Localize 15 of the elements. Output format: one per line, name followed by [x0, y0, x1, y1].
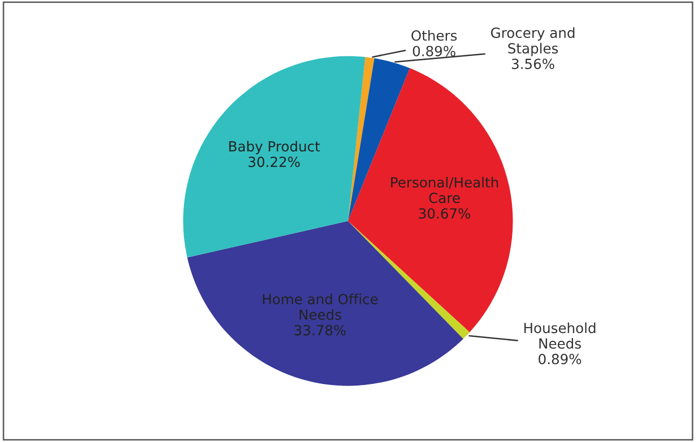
slice-label: Others: [411, 30, 457, 41]
data-label: 30.67%: [419, 208, 470, 219]
data-label: 30.22%: [248, 156, 300, 168]
slice-label: Household Needs: [524, 322, 596, 349]
data-label: 33.78%: [294, 324, 346, 336]
slice-label: Home and Office Needs: [263, 294, 378, 320]
slice-label: Personal/Health Care: [391, 176, 498, 204]
pie-slice: [348, 57, 374, 221]
data-label: 3.56%: [512, 58, 554, 70]
pie-slice: [187, 221, 464, 386]
data-label: 0.89%: [412, 46, 456, 56]
slice-label: Grocery and Staples: [491, 27, 574, 56]
data-label: 0.89%: [538, 354, 582, 364]
pie-slice: [183, 56, 366, 258]
slice-label: Baby Product: [229, 140, 320, 154]
